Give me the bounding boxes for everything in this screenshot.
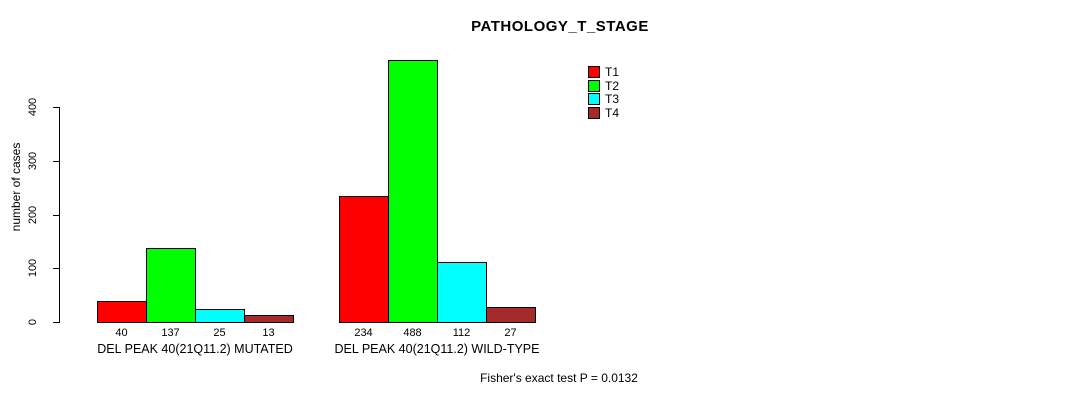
x-category-label: DEL PEAK 40(21Q11.2) WILD-TYPE xyxy=(334,342,540,356)
bar-t4-group1 xyxy=(244,315,294,323)
x-category-label: DEL PEAK 40(21Q11.2) MUTATED xyxy=(97,342,293,356)
y-tick-label: 200 xyxy=(27,205,39,224)
legend-label: T2 xyxy=(605,78,620,93)
bar-value-label: 488 xyxy=(403,327,422,339)
bar-t1-group2 xyxy=(339,196,389,323)
legend-item-t2: T2 xyxy=(588,78,620,93)
y-axis-tick xyxy=(53,107,59,108)
y-tick-label: 0 xyxy=(27,318,39,326)
legend-label: T4 xyxy=(605,106,620,121)
legend-label: T3 xyxy=(605,92,620,107)
bar-t2-group1 xyxy=(146,248,196,323)
legend-swatch xyxy=(588,107,600,120)
legend-item-t4: T4 xyxy=(588,106,620,121)
y-axis-line xyxy=(59,107,60,323)
bar-value-label: 40 xyxy=(115,327,128,339)
fisher-test-annotation: Fisher's exact test P = 0.0132 xyxy=(480,371,638,385)
y-axis-tick xyxy=(53,214,59,216)
legend-item-t3: T3 xyxy=(588,92,620,107)
bar-value-label: 137 xyxy=(161,327,180,339)
legend-swatch xyxy=(588,79,600,92)
bar-value-label: 13 xyxy=(262,327,275,339)
bar-value-label: 234 xyxy=(354,327,373,339)
y-axis-tick xyxy=(53,322,59,323)
legend-item-t1: T1 xyxy=(588,66,619,78)
bar-t3-group1 xyxy=(195,308,245,323)
bar-t2-group2 xyxy=(388,59,438,323)
bar-t3-group2 xyxy=(437,261,487,323)
bar-t4-group2 xyxy=(486,307,536,323)
y-axis-tick xyxy=(53,160,59,162)
y-tick-label: 100 xyxy=(27,259,39,278)
legend-swatch xyxy=(588,66,600,78)
y-tick-label: 400 xyxy=(27,97,39,117)
bar-t1-group1 xyxy=(97,300,147,323)
legend-swatch xyxy=(588,93,600,106)
bar-value-label: 112 xyxy=(452,327,471,339)
y-axis-label: number of cases xyxy=(9,142,23,232)
legend-label: T1 xyxy=(605,65,620,79)
bar-value-label: 27 xyxy=(504,327,517,339)
bar-value-label: 25 xyxy=(213,327,226,339)
y-axis-tick xyxy=(53,268,59,270)
chart-title: PATHOLOGY_T_STAGE xyxy=(471,18,649,35)
y-tick-label: 300 xyxy=(27,151,39,170)
